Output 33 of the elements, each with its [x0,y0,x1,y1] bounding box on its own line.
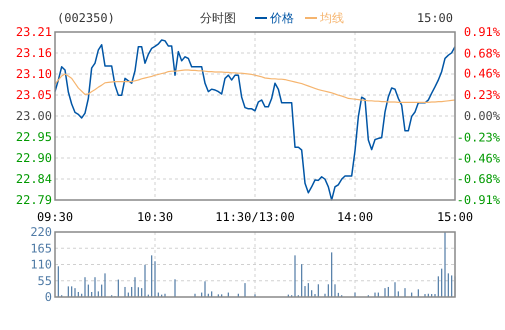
text: 15:00 [416,11,453,25]
y-tick-label: 110 [30,258,52,272]
y-tick-label: 220 [30,225,52,240]
y2-tick-label: 0.00% [464,109,501,124]
y-tick-label: 0 [44,290,52,304]
y-tick-label: 23.05 [16,88,52,102]
chart-title: (002350) [57,11,115,25]
y-tick-label: 22.84 [16,172,52,186]
y-tick-label: 23.00 [16,109,52,124]
y-tick-label: 22.90 [16,151,52,166]
y-tick-label: 23.21 [16,25,52,40]
y-tick-label: 55 [38,274,52,288]
legend-label: 均线 [319,11,344,26]
chart-subtitle: 分时图 [200,11,236,25]
y2-tick-label: 0.91% [464,25,501,40]
x-tick-label: 09:30 [36,210,74,224]
legend-label: 价格 [269,11,294,26]
y2-tick-label: -0.91% [456,193,501,208]
x-tick-label: 15:00 [436,210,474,224]
y2-tick-label: 0.68% [464,46,501,60]
y2-tick-label: 0.46% [464,66,501,81]
x-tick-label: 11:30/13:00 [215,210,295,224]
y-tick-label: 23.10 [16,67,52,82]
y-tick-label: 22.95 [16,130,52,144]
x-tick-label: 14:00 [336,210,374,224]
y-tick-label: 22.79 [16,193,52,208]
y2-tick-label: -0.46% [456,152,501,166]
y2-tick-label: -0.68% [456,172,501,186]
y2-tick-label: -0.23% [456,130,501,144]
y-tick-label: 23.16 [16,46,52,60]
x-tick-label: 10:30 [136,210,174,224]
y-tick-label: 165 [30,241,52,256]
y2-tick-label: 0.23% [464,88,501,102]
